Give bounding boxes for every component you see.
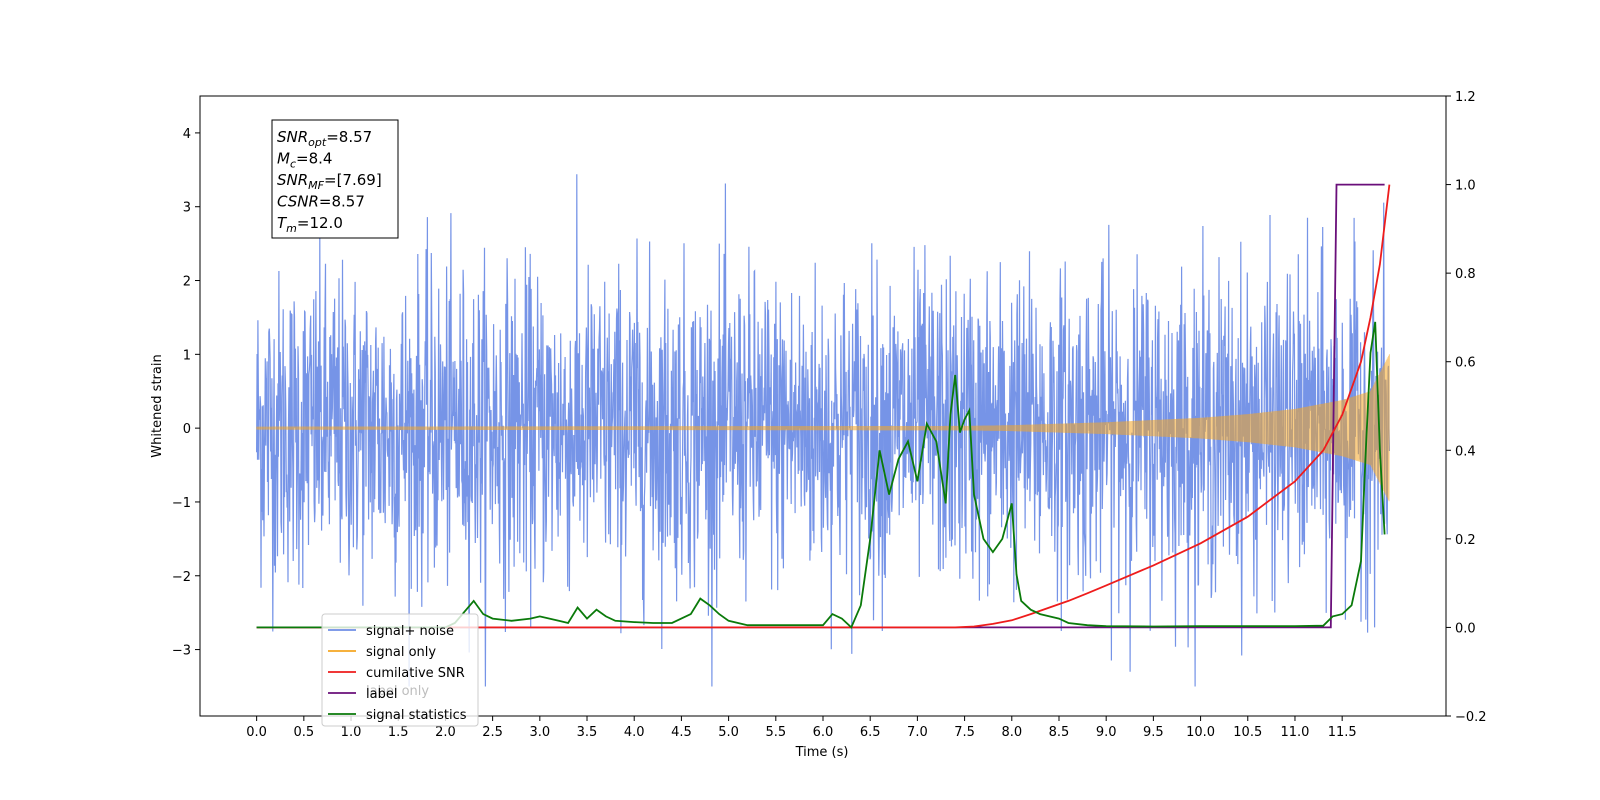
x-tick-label: 8.0 bbox=[1001, 725, 1022, 740]
y-left-tick-label: −2 bbox=[172, 570, 191, 585]
x-tick-label: 0.0 bbox=[246, 725, 267, 740]
x-tick-label: 5.5 bbox=[765, 725, 786, 740]
x-tick-label: 11.5 bbox=[1328, 725, 1357, 740]
x-axis-label: Time (s) bbox=[795, 745, 849, 760]
legend-ghost-text: label only bbox=[366, 684, 429, 699]
legend-entry: signal only bbox=[366, 645, 436, 660]
x-tick-label: 6.5 bbox=[860, 725, 881, 740]
y-left-tick-label: −3 bbox=[172, 644, 191, 659]
series-layer bbox=[256, 174, 1391, 687]
legend: label only signal+ noise signal only cumila… bbox=[321, 613, 479, 727]
y-axis-label-left: Whitened strain bbox=[150, 354, 165, 457]
x-tick-label: 7.5 bbox=[954, 725, 975, 740]
x-tick-label: 6.0 bbox=[813, 725, 834, 740]
y-right-tick-label: 0.8 bbox=[1455, 267, 1476, 282]
x-tick-label: 7.0 bbox=[907, 725, 928, 740]
series-signal-only bbox=[256, 354, 1390, 502]
x-tick-label: 1.0 bbox=[341, 725, 362, 740]
x-tick-label: 9.5 bbox=[1143, 725, 1164, 740]
x-tick-label: 3.5 bbox=[577, 725, 598, 740]
x-tick-label: 10.0 bbox=[1186, 725, 1215, 740]
y-left-tick-label: −1 bbox=[172, 496, 191, 511]
legend-entry: signal+ noise bbox=[366, 624, 454, 639]
annotation-line: CSNR=8.57 bbox=[277, 193, 365, 211]
annotation-frame bbox=[271, 119, 399, 239]
y-right-tick-label: 0.6 bbox=[1455, 356, 1476, 371]
y-right-tick-label: 1.2 bbox=[1455, 90, 1476, 105]
annotation-line: SNRMF=[7.69] bbox=[277, 171, 382, 192]
legend-frame bbox=[321, 613, 479, 727]
y-axis-left: −3 −2 −1 0 1 2 3 4 bbox=[172, 127, 200, 659]
x-tick-label: 4.0 bbox=[624, 725, 645, 740]
x-tick-label: 10.5 bbox=[1233, 725, 1262, 740]
x-tick-label: 9.0 bbox=[1096, 725, 1117, 740]
annotation-line: SNRopt=8.57 bbox=[277, 128, 372, 149]
legend-entry: label bbox=[366, 687, 397, 702]
y-right-tick-label: 0.2 bbox=[1455, 533, 1476, 548]
y-right-tick-label: 1.0 bbox=[1455, 179, 1476, 194]
x-tick-label: 0.5 bbox=[293, 725, 314, 740]
y-left-tick-label: 3 bbox=[183, 201, 191, 216]
y-left-tick-label: 1 bbox=[183, 348, 191, 363]
y-right-tick-label: 0.0 bbox=[1455, 621, 1476, 636]
x-tick-label: 4.5 bbox=[671, 725, 692, 740]
y-left-tick-label: 4 bbox=[183, 127, 191, 142]
x-tick-label: 2.5 bbox=[482, 725, 503, 740]
x-axis: 0.0 0.5 1.0 1.5 2.0 2.5 3.0 3.5 4.0 4.5 5.0 5.5 6.0 6… bbox=[246, 716, 1357, 740]
series-cumulative-snr bbox=[256, 184, 1391, 629]
x-tick-label: 3.0 bbox=[529, 725, 550, 740]
x-tick-label: 5.0 bbox=[718, 725, 739, 740]
x-tick-label: 11.0 bbox=[1280, 725, 1309, 740]
x-tick-label: 8.5 bbox=[1049, 725, 1070, 740]
annotation-line: Mc=8.4 bbox=[277, 150, 332, 171]
legend-entry: cumilative SNR bbox=[366, 666, 465, 681]
legend-entry: signal statistics bbox=[366, 708, 467, 723]
series-signal-noise bbox=[256, 174, 1390, 687]
y-left-tick-label: 0 bbox=[183, 422, 191, 437]
y-left-tick-label: 2 bbox=[183, 275, 191, 290]
y-axis-right: −0.2 0.0 0.2 0.4 0.6 0.8 1.0 1.2 bbox=[1446, 90, 1487, 725]
y-right-tick-label: −0.2 bbox=[1455, 710, 1487, 725]
x-tick-label: 2.0 bbox=[435, 725, 456, 740]
x-tick-label: 1.5 bbox=[388, 725, 409, 740]
series-signal-statistics bbox=[256, 321, 1386, 629]
annotation-line: Tm=12.0 bbox=[277, 214, 343, 235]
y-right-tick-label: 0.4 bbox=[1455, 444, 1476, 459]
